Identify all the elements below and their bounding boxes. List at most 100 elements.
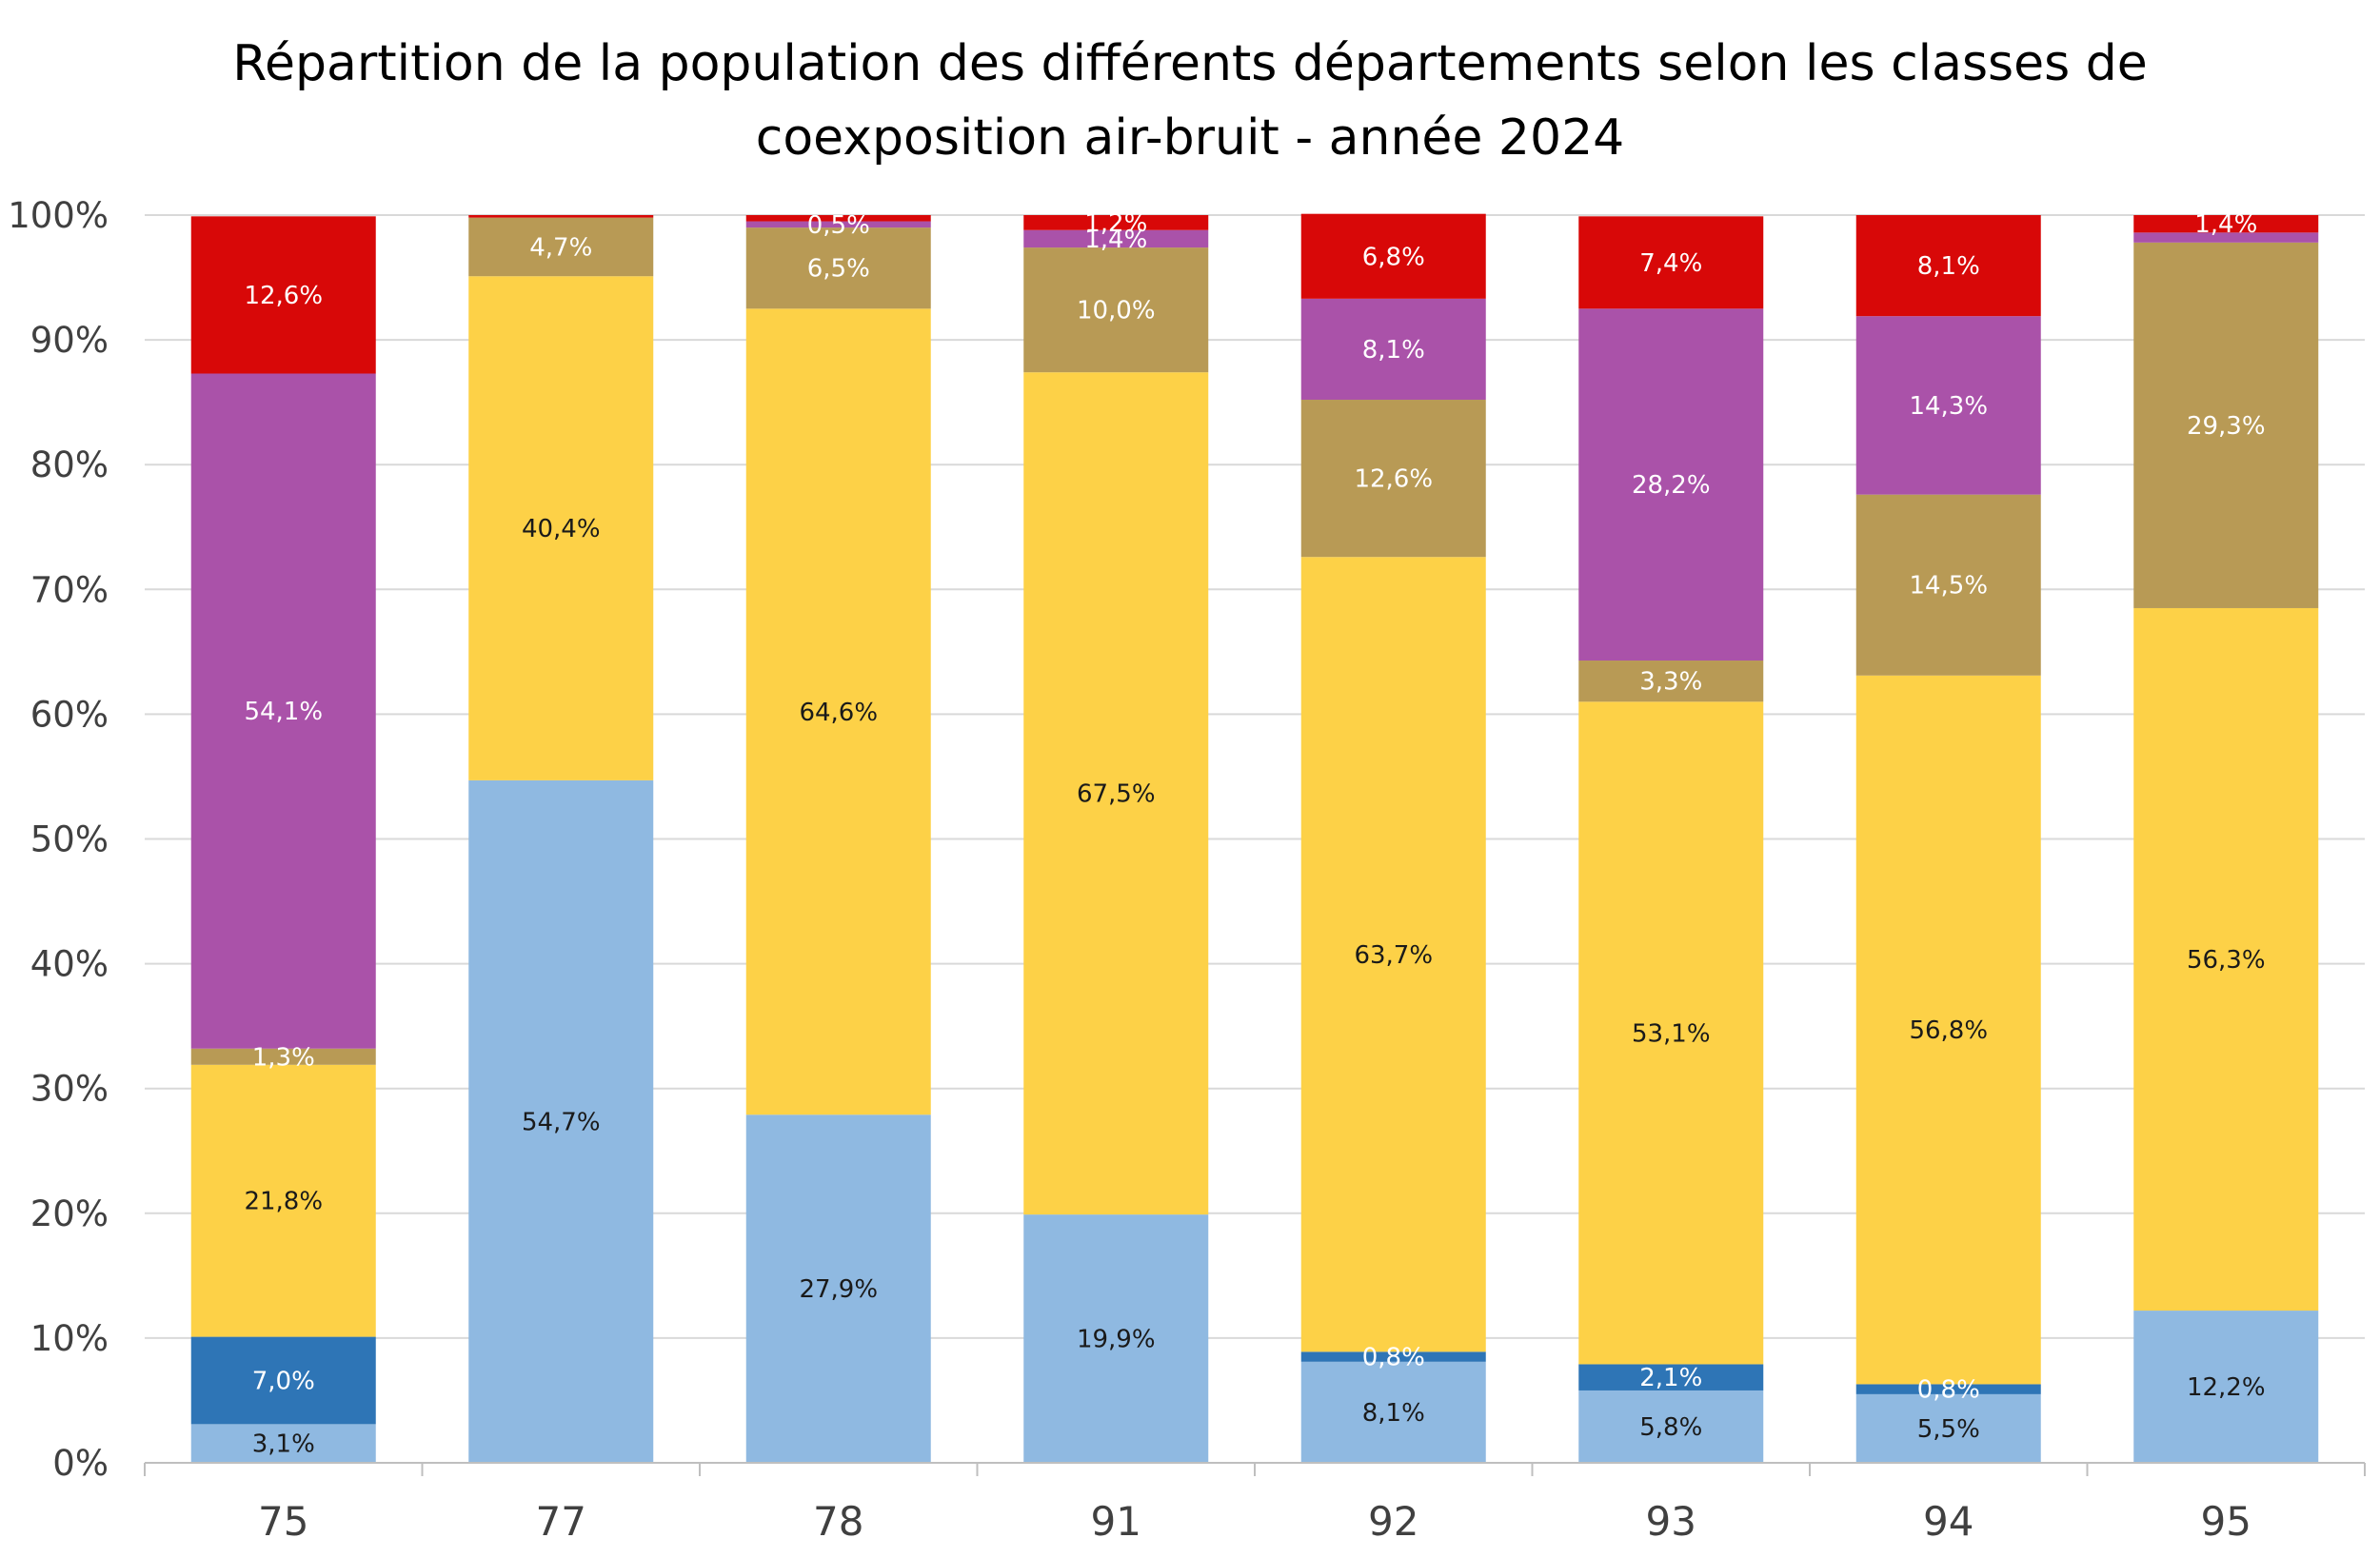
bar-segment <box>745 308 931 1115</box>
y-tick-label: 90% <box>30 320 109 361</box>
data-label: 1,2% <box>1084 209 1147 238</box>
x-tick-label: 91 <box>1091 1498 1141 1545</box>
bar-segment <box>1578 216 1764 309</box>
data-label: 19,9% <box>1077 1326 1156 1354</box>
bar-segment <box>468 276 654 780</box>
data-label: 21,8% <box>244 1188 323 1216</box>
axis-layer: 0% 10% 20% 30% 40% 50% 60% 70% 80% 90% 100% 75 77 78 9… <box>8 195 2366 1545</box>
bar-segment <box>745 215 931 222</box>
bar-segment <box>1855 1384 2041 1394</box>
bar-segment <box>190 216 376 374</box>
data-label: 27,9% <box>799 1275 878 1304</box>
bar-segment <box>745 1114 931 1463</box>
data-label: 5,8% <box>1639 1413 1702 1442</box>
data-label: 29,3% <box>2187 412 2266 441</box>
bar-segment <box>1300 1351 1486 1362</box>
y-tick-label: 70% <box>30 569 109 610</box>
data-label: 6,5% <box>807 255 870 284</box>
bars-layer <box>190 213 2319 1463</box>
bar-segment <box>190 1064 376 1337</box>
data-label: 56,8% <box>1909 1016 1988 1045</box>
x-tick-label: 75 <box>258 1498 308 1545</box>
bar-segment <box>190 1048 376 1065</box>
bar-segment <box>1300 213 1486 299</box>
x-tick-label: 93 <box>1646 1498 1696 1545</box>
bar-segment <box>2133 242 2319 608</box>
data-label: 10,0% <box>1077 297 1156 325</box>
data-label: 6,8% <box>1362 243 1425 271</box>
data-label: 3,3% <box>1639 668 1702 697</box>
data-label: 7,0% <box>252 1367 315 1395</box>
y-tick-label: 10% <box>30 1318 109 1359</box>
bar-segment <box>468 215 654 218</box>
data-label: 7,4% <box>1639 249 1702 278</box>
bar-segment <box>1578 701 1764 1365</box>
data-label: 8,1% <box>1362 336 1425 365</box>
data-label: 63,7% <box>1354 941 1433 970</box>
data-labels-layer: 3,1% 7,0% 21,8% 1,3% 54,1% 12,6% 54,7% 40,4% 4,7… <box>244 209 2265 1459</box>
bar-segment <box>1578 1390 1764 1463</box>
data-label: 54,1% <box>244 698 323 726</box>
bar-segment <box>1300 1361 1486 1463</box>
data-label: 8,1% <box>1362 1399 1425 1428</box>
data-label: 0,5% <box>807 211 870 240</box>
bar-segment <box>1578 308 1764 661</box>
bar-segment <box>1023 247 1209 373</box>
y-tick-label: 50% <box>30 819 109 860</box>
bar-segment <box>190 1336 376 1425</box>
bar-segment <box>1578 661 1764 702</box>
bar-segment <box>745 227 931 309</box>
bar-segment <box>2133 607 2319 1311</box>
data-label: 56,3% <box>2187 946 2266 975</box>
chart-title-line-1: Répartition de la population des différe… <box>232 35 2148 92</box>
data-label: 14,5% <box>1909 572 1988 601</box>
bar-segment <box>2133 232 2319 243</box>
y-tick-label: 0% <box>52 1443 109 1484</box>
data-label: 1,3% <box>252 1043 315 1072</box>
bar-segment <box>1023 372 1209 1215</box>
bar-segment <box>1855 316 2041 495</box>
bar-segment <box>745 221 931 228</box>
bar-segment <box>1578 1364 1764 1390</box>
bar-segment <box>468 217 654 277</box>
data-label: 12,6% <box>244 282 323 310</box>
x-tick-label: 95 <box>2201 1498 2251 1545</box>
data-label: 12,2% <box>2187 1373 2266 1402</box>
data-label: 40,4% <box>522 515 601 543</box>
bar-segment <box>1855 675 2041 1385</box>
y-tick-label: 100% <box>8 195 109 236</box>
x-tick-label: 92 <box>1368 1498 1418 1545</box>
bar-segment <box>1023 215 1209 230</box>
data-label: 0,8% <box>1362 1344 1425 1372</box>
chart-title-line-2: coexposition air-bruit - année 2024 <box>755 109 1625 167</box>
data-label: 8,1% <box>1917 252 1980 281</box>
data-label: 2,1% <box>1639 1364 1702 1392</box>
bar-segment <box>1300 298 1486 401</box>
bar-segment <box>1300 557 1486 1352</box>
chart-title: Répartition de la population des différe… <box>0 27 2380 175</box>
data-label: 54,7% <box>522 1108 601 1136</box>
data-label: 53,1% <box>1632 1019 1711 1048</box>
bar-segment <box>1023 229 1209 248</box>
data-label: 67,5% <box>1077 780 1156 809</box>
bar-segment <box>1300 400 1486 558</box>
y-tick-label: 40% <box>30 944 109 985</box>
bar-segment <box>1855 1393 2041 1463</box>
data-label: 64,6% <box>799 699 878 727</box>
x-tick-label: 77 <box>536 1498 586 1545</box>
y-tick-label: 80% <box>30 444 109 485</box>
data-label: 5,5% <box>1917 1415 1980 1444</box>
data-label: 0,8% <box>1917 1376 1980 1405</box>
data-label: 28,2% <box>1632 471 1711 500</box>
y-tick-label: 60% <box>30 694 109 735</box>
data-label: 4,7% <box>529 233 592 262</box>
data-label: 12,6% <box>1354 465 1433 494</box>
y-tick-label: 30% <box>30 1069 109 1110</box>
bar-segment <box>2133 215 2319 233</box>
x-tick-label: 94 <box>1923 1498 1973 1545</box>
data-label: 3,1% <box>252 1430 315 1459</box>
bar-segment <box>2133 1311 2319 1463</box>
data-label: 14,3% <box>1909 392 1988 421</box>
